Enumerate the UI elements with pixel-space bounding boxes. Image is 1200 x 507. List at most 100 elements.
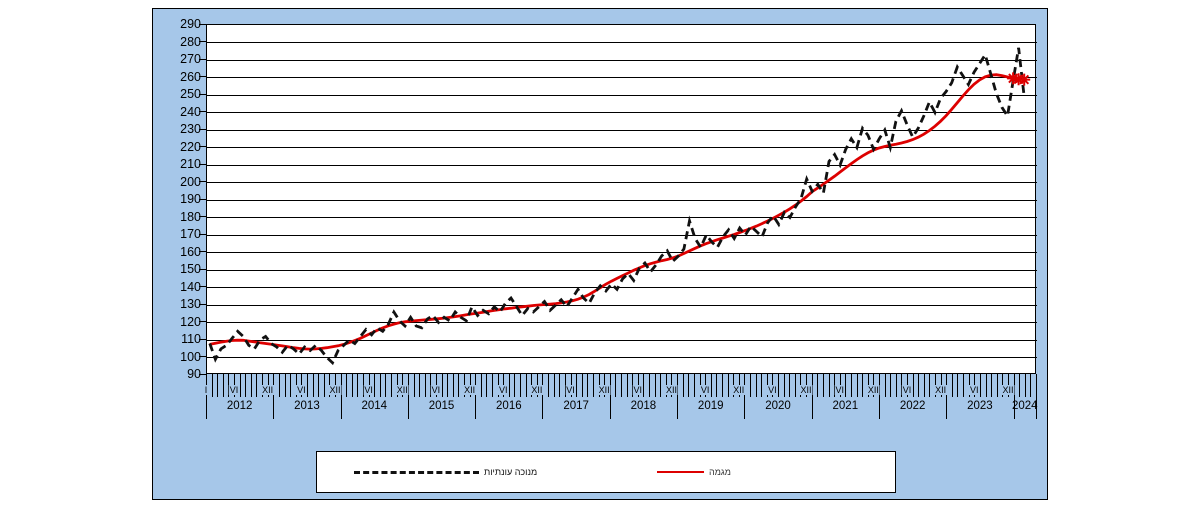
y-axis-tick-label: 110 bbox=[181, 332, 201, 346]
month-tick bbox=[963, 374, 965, 397]
month-tick bbox=[508, 374, 510, 397]
gridline bbox=[207, 182, 1037, 183]
month-tick bbox=[951, 374, 953, 397]
month-tick bbox=[626, 374, 628, 397]
month-tick-label: VI bbox=[834, 385, 845, 395]
gridline bbox=[207, 59, 1037, 61]
month-tick-label: XII bbox=[463, 385, 477, 395]
y-axis-tick-label: 250 bbox=[180, 87, 201, 101]
year-label: 2023 bbox=[967, 400, 993, 412]
year-separator-tick bbox=[744, 374, 746, 419]
month-tick bbox=[856, 374, 858, 397]
month-tick bbox=[548, 374, 550, 397]
month-tick bbox=[721, 374, 723, 397]
gridline bbox=[207, 322, 1037, 323]
gridline bbox=[207, 77, 1037, 78]
month-tick bbox=[862, 374, 864, 397]
month-tick bbox=[391, 374, 393, 397]
month-tick bbox=[895, 374, 897, 397]
month-tick bbox=[379, 374, 381, 397]
month-tick bbox=[755, 374, 757, 397]
month-tick bbox=[323, 374, 325, 397]
month-tick-label: XII bbox=[530, 385, 544, 395]
y-axis-tick-label: 240 bbox=[180, 104, 201, 119]
month-tick bbox=[413, 374, 415, 397]
year-separator-tick bbox=[340, 374, 342, 419]
month-tick bbox=[979, 374, 981, 397]
y-axis-tick-label: 170 bbox=[180, 227, 201, 241]
y-axis-tick-label: 180 bbox=[180, 209, 201, 224]
month-tick bbox=[553, 374, 555, 397]
month-tick bbox=[884, 374, 886, 397]
month-tick bbox=[817, 374, 819, 397]
year-label: 2016 bbox=[496, 400, 522, 412]
month-tick bbox=[710, 374, 712, 397]
provisional-asterisk-marker bbox=[1018, 73, 1031, 86]
year-label: 2017 bbox=[563, 400, 589, 412]
month-tick bbox=[850, 374, 852, 397]
month-tick bbox=[654, 374, 656, 397]
gridline bbox=[207, 217, 1037, 218]
year-label: 2015 bbox=[428, 400, 455, 412]
y-axis-tick-mark bbox=[199, 321, 206, 322]
month-tick-label: VI bbox=[969, 385, 980, 395]
month-tick-label: VI bbox=[699, 385, 711, 395]
month-tick bbox=[1030, 374, 1032, 397]
gridline bbox=[207, 287, 1037, 288]
seasonal-dashed-line-sample bbox=[354, 471, 479, 474]
y-axis-tick-label: 150 bbox=[180, 262, 201, 276]
month-tick-label: XII bbox=[664, 385, 678, 395]
month-tick-label: I bbox=[203, 385, 209, 395]
trend-series-line bbox=[209, 73, 1014, 351]
y-axis-tick-mark bbox=[199, 93, 206, 95]
month-tick bbox=[520, 374, 522, 397]
month-tick bbox=[682, 374, 684, 397]
year-label: 2012 bbox=[226, 400, 253, 412]
y-axis-tick-mark bbox=[199, 286, 206, 287]
y-axis-tick-label: 230 bbox=[180, 122, 201, 136]
year-separator-tick bbox=[273, 374, 275, 419]
year-label: 2020 bbox=[765, 400, 791, 412]
y-axis-tick-mark bbox=[199, 373, 206, 375]
month-tick-label: XII bbox=[261, 385, 275, 395]
month-tick bbox=[587, 374, 589, 397]
year-label: 2018 bbox=[630, 400, 657, 412]
month-tick-label: VI bbox=[296, 385, 307, 395]
month-tick bbox=[346, 374, 348, 397]
gridline bbox=[207, 129, 1037, 131]
year-label: 2021 bbox=[832, 400, 859, 412]
y-axis-tick-mark bbox=[199, 356, 206, 357]
y-axis-tick-label: 130 bbox=[180, 297, 201, 311]
year-label: 2019 bbox=[697, 400, 724, 412]
year-label: 2022 bbox=[899, 400, 926, 412]
gridline bbox=[207, 112, 1037, 113]
month-tick bbox=[486, 374, 488, 397]
month-tick-label: VI bbox=[228, 385, 240, 395]
month-tick-label: XII bbox=[799, 385, 813, 395]
month-tick bbox=[727, 374, 729, 397]
year-separator-tick bbox=[475, 374, 477, 419]
gridline bbox=[207, 252, 1037, 253]
y-axis-tick-mark bbox=[199, 76, 206, 77]
month-tick bbox=[716, 374, 718, 397]
month-tick bbox=[424, 374, 426, 397]
month-tick-label: XII bbox=[597, 385, 611, 395]
year-separator-tick bbox=[1036, 374, 1037, 419]
month-tick-label: XII bbox=[732, 385, 746, 395]
month-tick bbox=[991, 374, 993, 397]
month-tick bbox=[761, 374, 763, 397]
month-tick bbox=[458, 374, 460, 397]
y-axis-tick-label: 290 bbox=[180, 17, 201, 31]
y-axis-tick-mark bbox=[199, 233, 206, 235]
month-tick-label: VI bbox=[565, 385, 576, 395]
month-tick bbox=[374, 374, 376, 397]
month-tick bbox=[693, 374, 695, 397]
year-label: 2014 bbox=[361, 400, 388, 412]
month-tick-label: VI bbox=[363, 385, 374, 395]
gridline bbox=[207, 147, 1037, 148]
y-axis-tick-mark bbox=[199, 163, 206, 165]
month-tick bbox=[514, 374, 516, 397]
month-tick bbox=[318, 374, 320, 397]
y-axis-tick-mark bbox=[199, 338, 206, 340]
